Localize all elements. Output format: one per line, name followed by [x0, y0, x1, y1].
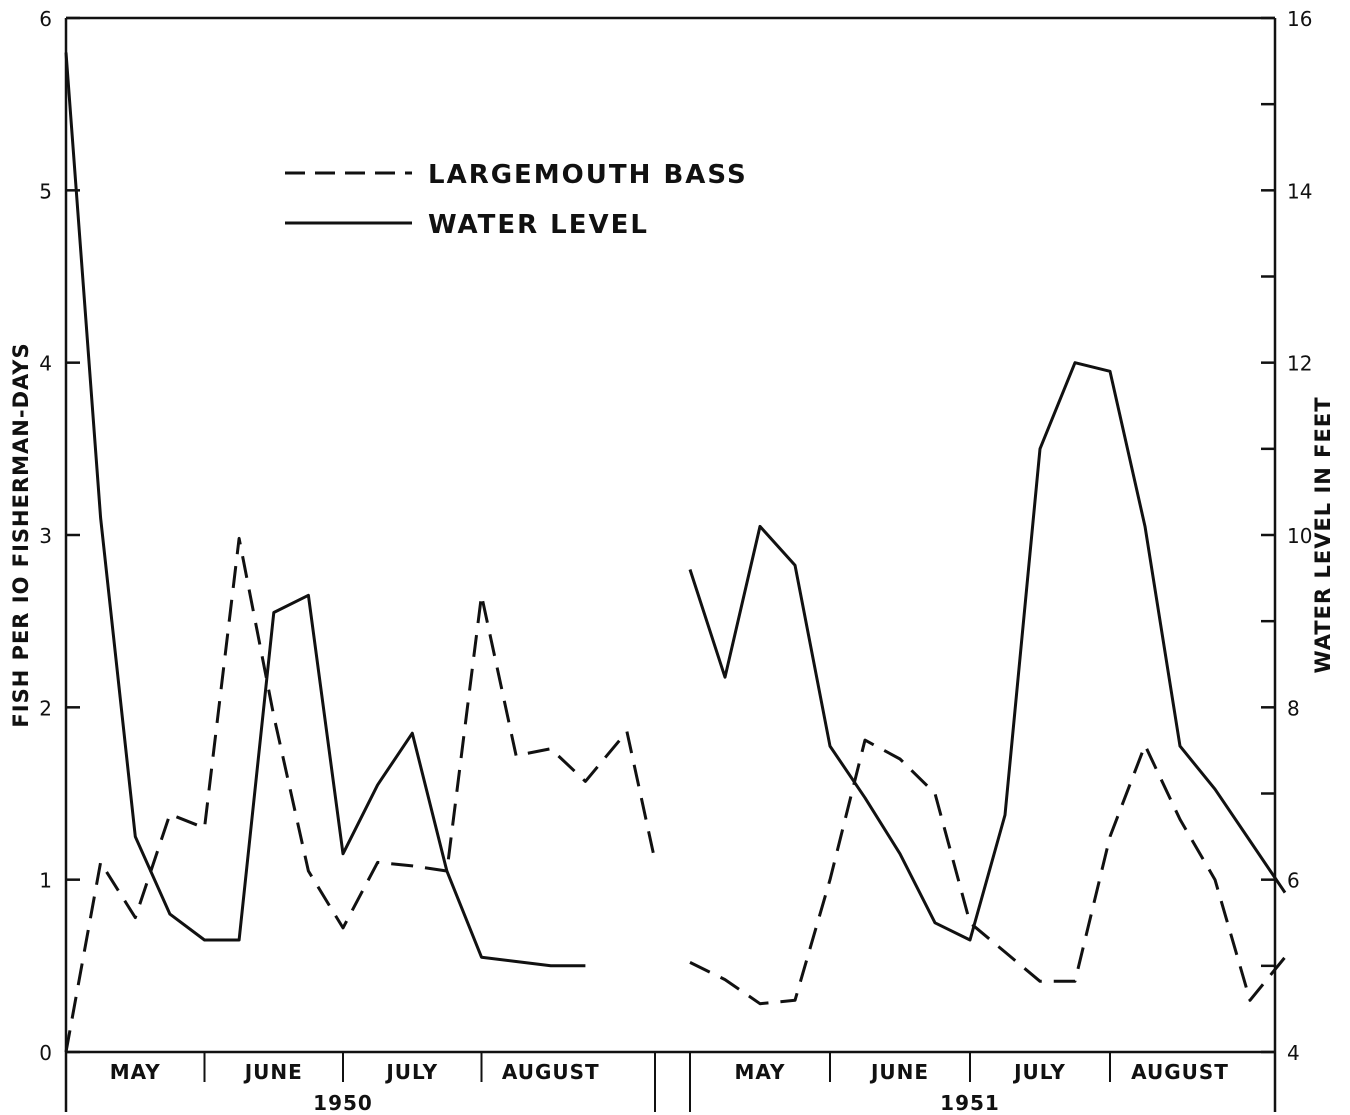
month-label: JUNE: [869, 1060, 929, 1084]
water-level-line-1: [688, 361, 1287, 942]
left-tick-label: 0: [39, 1041, 52, 1065]
legend-label: WATER LEVEL: [428, 210, 649, 240]
right-tick-label: 16: [1287, 7, 1312, 31]
month-label: JULY: [384, 1060, 438, 1084]
left-tick-label: 5: [39, 179, 52, 203]
left-tick-label: 2: [39, 696, 52, 720]
right-tick-label: 14: [1287, 179, 1312, 203]
largemouth-bass-line-1: [689, 738, 1287, 1006]
left-tick-label: 6: [39, 7, 52, 31]
left-tick-label: 1: [39, 869, 52, 893]
year-label: 1950: [313, 1091, 373, 1115]
right-y-axis: 4 6 8 10 12 14 16: [1261, 7, 1312, 1065]
month-label: JULY: [1012, 1060, 1066, 1084]
right-tick-label: 4: [1287, 1041, 1300, 1065]
month-axis: MAY JUNE JULY AUGUST 1950 MAY JUNE JULY AUGUST 19…: [110, 1052, 1229, 1115]
month-label: AUGUST: [1131, 1060, 1229, 1084]
series-layer: [64, 52, 1287, 1053]
y-axis-title: FISH PER IO FISHERMAN-DAYS: [9, 342, 33, 727]
month-label: AUGUST: [502, 1060, 600, 1084]
right-tick-label: 12: [1287, 352, 1312, 376]
right-tick-label: 8: [1287, 696, 1300, 720]
month-label: MAY: [110, 1060, 161, 1084]
month-label: JUNE: [243, 1060, 303, 1084]
water-level-line-0: [64, 52, 586, 968]
left-tick-label: 4: [39, 352, 52, 376]
month-label: MAY: [735, 1060, 786, 1084]
plot-frame: [64, 16, 1277, 1112]
y2-axis-title: WATER LEVEL IN FEET: [1311, 396, 1335, 673]
right-tick-label: 10: [1287, 524, 1312, 548]
largemouth-bass-line-0: [64, 536, 657, 1053]
left-tick-label: 3: [39, 524, 52, 548]
year-label: 1951: [940, 1091, 1000, 1115]
legend: LARGEMOUTH BASS WATER LEVEL: [285, 160, 748, 240]
left-y-axis: 0 1 2 3 4 5 6: [39, 7, 80, 1065]
legend-label: LARGEMOUTH BASS: [428, 160, 748, 190]
right-tick-label: 6: [1287, 869, 1300, 893]
